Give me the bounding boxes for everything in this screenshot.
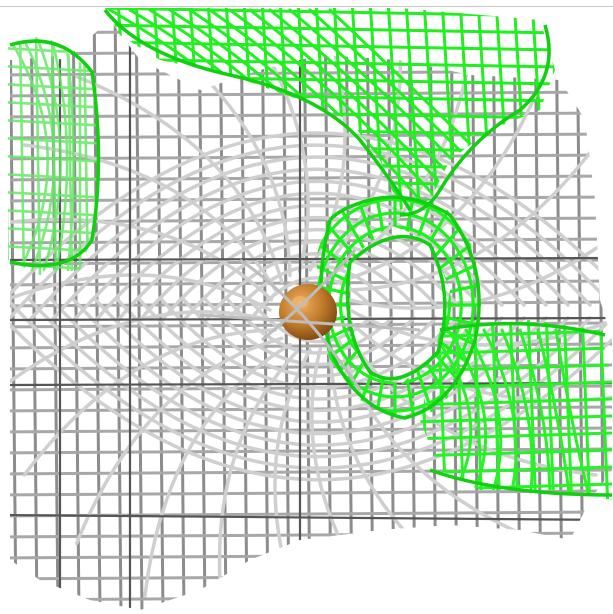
- mesh-curve: [336, 336, 546, 546]
- mesh-segment: [10, 531, 612, 539]
- mesh-segment: [218, 20, 228, 610]
- mesh-ring: [315, 197, 480, 413]
- mesh-segment: [562, 320, 574, 500]
- mesh-segment: [10, 258, 612, 266]
- mesh-curve: [10, 273, 272, 312]
- mesh-curve: [64, 38, 75, 272]
- mesh-curve: [500, 328, 534, 500]
- mesh-segment: [8, 208, 100, 218]
- mesh-segment: [10, 132, 612, 140]
- mesh-curve: [518, 328, 552, 500]
- mesh-curve: [348, 308, 612, 347]
- mesh-curve: [204, 298, 416, 367]
- mesh-segment: [113, 20, 123, 610]
- mesh-curve: [28, 298, 592, 459]
- mesh-segment: [10, 447, 612, 455]
- mesh-curve: [336, 74, 546, 284]
- mesh-segment: [420, 329, 612, 339]
- mesh-curve: [72, 298, 548, 436]
- mesh-curve: [10, 143, 612, 322]
- mesh-curve: [482, 328, 518, 500]
- mesh-segment: [544, 320, 556, 500]
- mesh-curve: [8, 38, 49, 272]
- mesh-curve: [50, 167, 570, 322]
- mesh-curve: [248, 276, 372, 322]
- mesh-curve: [554, 328, 592, 500]
- mesh-curve: [116, 203, 504, 322]
- mesh-curve: [143, 342, 292, 598]
- mesh-segment: [8, 136, 100, 146]
- mesh-curve: [342, 143, 598, 292]
- mesh-curve: [22, 328, 278, 477]
- mesh-curve: [74, 74, 284, 284]
- foreground-mesh-strands: [199, 248, 421, 391]
- mesh-segment: [365, 20, 375, 610]
- mesh-curve: [10, 310, 274, 398]
- mesh-curve: [248, 8, 458, 202]
- mesh-curve: [536, 328, 572, 500]
- mesh-segment: [8, 35, 10, 275]
- mesh-segment: [10, 426, 612, 434]
- mesh-segment: [239, 20, 249, 610]
- mesh-segment: [10, 513, 612, 522]
- mesh-segment: [420, 363, 612, 373]
- mesh-segment: [580, 320, 592, 500]
- mesh-curve: [182, 298, 438, 378]
- mesh-curve: [346, 222, 612, 310]
- mesh-segment: [18, 35, 26, 275]
- mesh-segment: [8, 172, 100, 182]
- mesh-curve: [160, 228, 460, 322]
- mesh-curve: [50, 38, 69, 272]
- mesh-segment: [10, 256, 612, 262]
- metal-atom-sphere[interactable]: [279, 284, 337, 340]
- mesh-curve: [36, 38, 62, 272]
- mesh-curve: [138, 216, 482, 322]
- mesh-segment: [134, 20, 144, 610]
- mesh-curve: [160, 298, 460, 390]
- mesh-segment: [420, 431, 612, 441]
- mesh-segment: [10, 90, 612, 98]
- mesh-curve: [74, 336, 284, 546]
- mesh-segment: [10, 594, 612, 602]
- mesh-curve: [228, 8, 440, 202]
- mesh-segment: [10, 573, 612, 581]
- mesh-segment: [8, 118, 100, 128]
- mesh-segment: [526, 320, 538, 500]
- mesh-segment: [10, 111, 612, 119]
- mesh-segment: [575, 20, 585, 610]
- mesh-segment: [242, 8, 260, 210]
- mesh-segment: [596, 20, 606, 610]
- mesh-segment: [420, 414, 612, 424]
- mesh-curve: [10, 217, 274, 302]
- mesh-segment: [10, 381, 612, 387]
- mesh-curve: [22, 38, 56, 272]
- mesh-segment: [10, 279, 612, 287]
- mesh-segment: [105, 159, 555, 171]
- mesh-segment: [508, 320, 520, 500]
- mesh-curve: [446, 328, 488, 500]
- mesh-segment: [8, 190, 100, 200]
- mesh-curve: [10, 298, 612, 470]
- mesh-segment: [8, 82, 100, 92]
- top-divider: [0, 6, 613, 7]
- mesh-segment: [176, 20, 186, 610]
- mesh-curve: [208, 8, 422, 202]
- mesh-segment: [315, 322, 360, 357]
- mesh-segment: [598, 320, 610, 500]
- mesh-segment: [10, 489, 612, 497]
- mesh-segment: [10, 552, 612, 560]
- mesh-segment: [490, 320, 502, 500]
- mesh-curve: [72, 179, 548, 322]
- mesh-curve: [464, 328, 503, 500]
- mesh-segment: [197, 20, 207, 610]
- mesh-segment: [420, 380, 612, 390]
